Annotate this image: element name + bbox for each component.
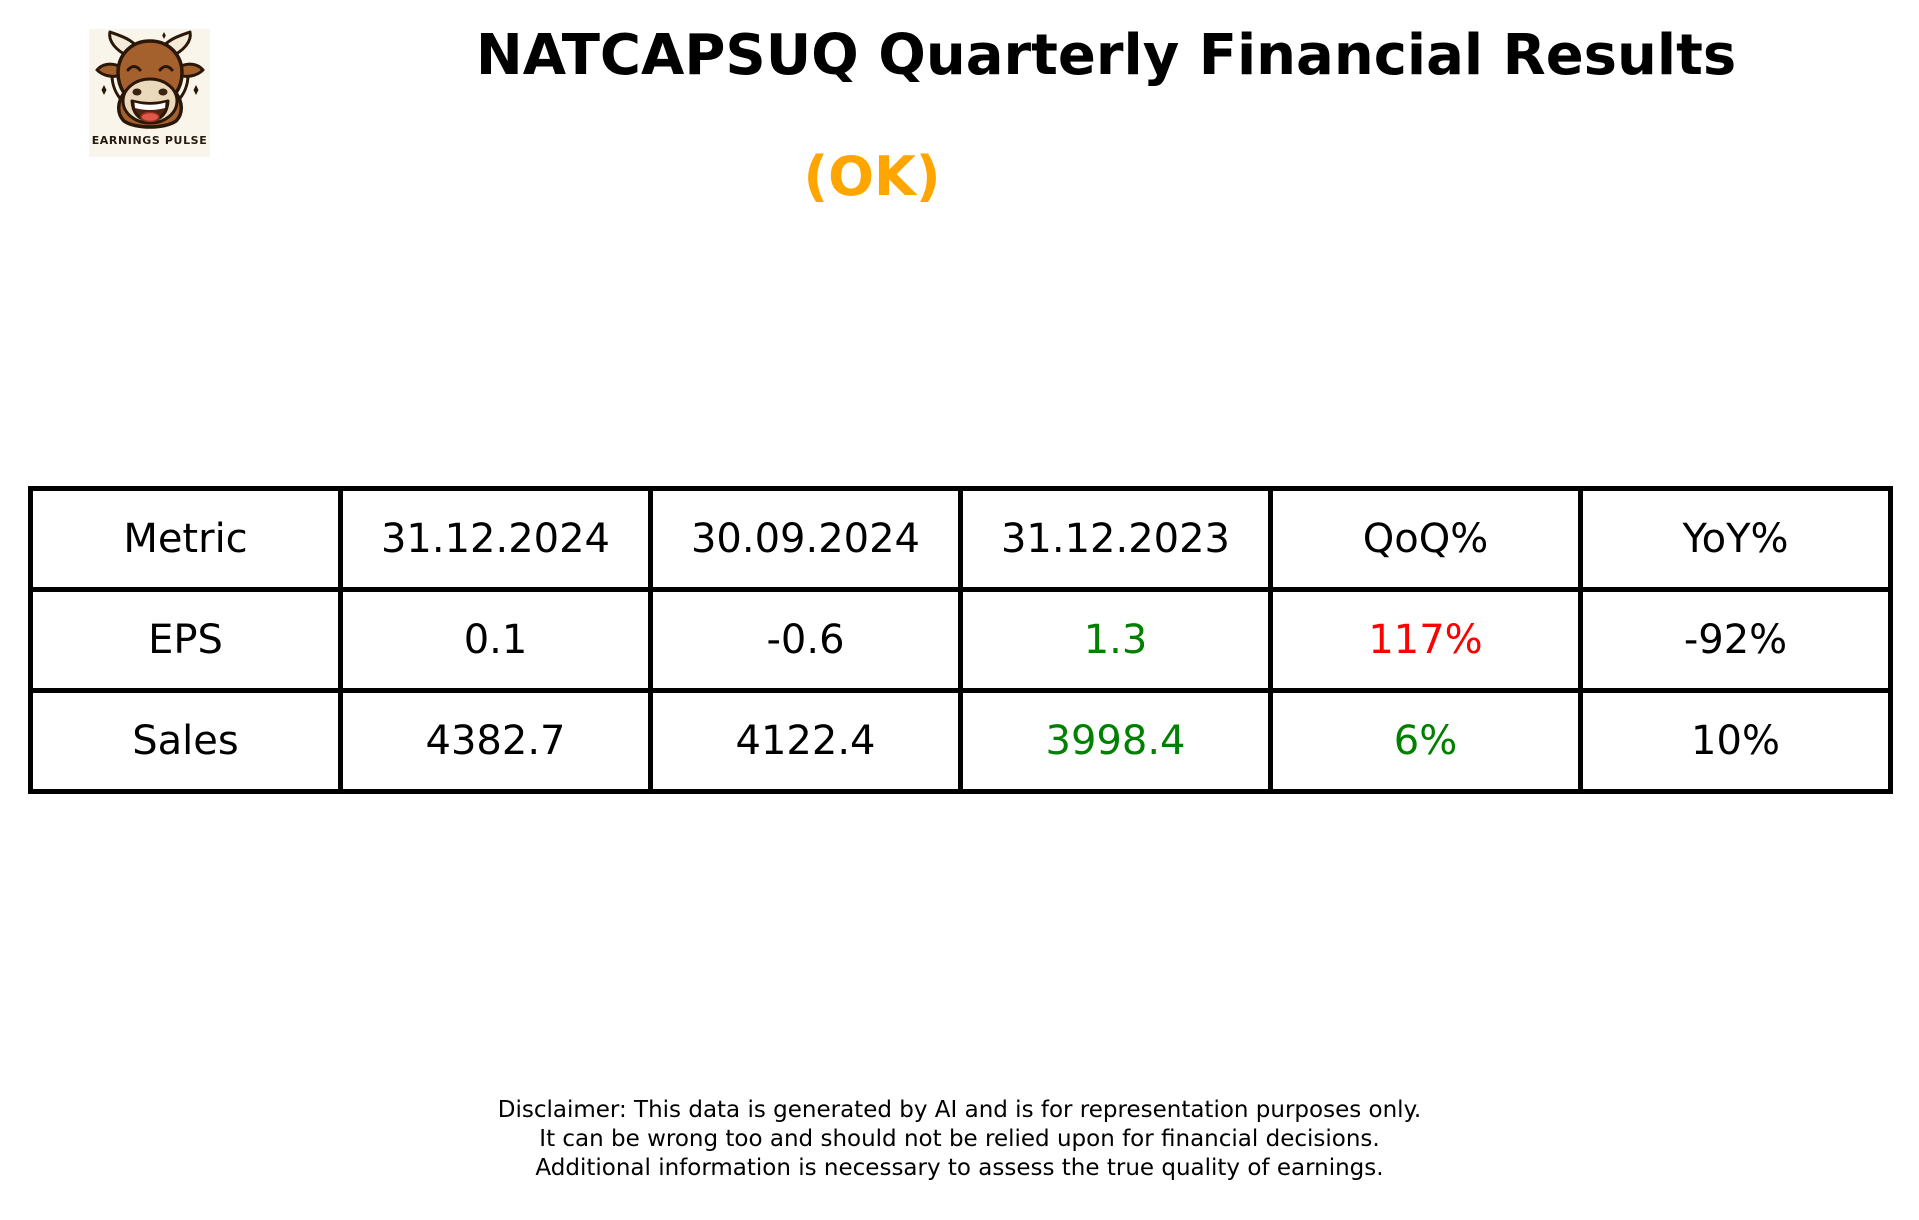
disclaimer-line: Disclaimer: This data is generated by AI… [497, 1097, 1422, 1123]
header-cell-metric: Metric [28, 486, 343, 592]
table-cell: 1.3 [958, 587, 1273, 693]
disclaimer: Disclaimer: This data is generated by AI… [0, 1096, 1919, 1183]
disclaimer-line: It can be wrong too and should not be re… [539, 1126, 1380, 1152]
earnings-pulse-logo: EARNINGS PULSE [89, 29, 210, 157]
table-cell: EPS [28, 587, 343, 693]
table-cell: 0.1 [338, 587, 653, 693]
table-header-row: Metric 31.12.2024 30.09.2024 31.12.2023 … [28, 486, 1893, 592]
header-cell-q-current: 31.12.2024 [338, 486, 653, 592]
table-cell: 4382.7 [338, 688, 653, 794]
table-cell: -0.6 [648, 587, 963, 693]
table-cell: 6% [1268, 688, 1583, 794]
table-cell: -92% [1578, 587, 1893, 693]
header-cell-q-previous: 30.09.2024 [648, 486, 963, 592]
brand-name: EARNINGS PULSE [91, 134, 208, 147]
verdict-badge: (OK) [803, 145, 941, 208]
header-cell-yoy: YoY% [1578, 486, 1893, 592]
bull-logo-icon [89, 29, 210, 133]
page-title: NATCAPSUQ Quarterly Financial Results [475, 23, 1737, 88]
table-row-eps: EPS 0.1 -0.6 1.3 117% -92% [28, 587, 1893, 693]
header-cell-qoq: QoQ% [1268, 486, 1583, 592]
table-cell: 10% [1578, 688, 1893, 794]
table-cell: Sales [28, 688, 343, 794]
table-row-sales: Sales 4382.7 4122.4 3998.4 6% 10% [28, 688, 1893, 794]
results-table: Metric 31.12.2024 30.09.2024 31.12.2023 … [28, 486, 1893, 794]
header-cell-q-yearago: 31.12.2023 [958, 486, 1273, 592]
disclaimer-line: Additional information is necessary to a… [535, 1155, 1384, 1181]
table-cell: 3998.4 [958, 688, 1273, 794]
table-cell: 117% [1268, 587, 1583, 693]
table-cell: 4122.4 [648, 688, 963, 794]
